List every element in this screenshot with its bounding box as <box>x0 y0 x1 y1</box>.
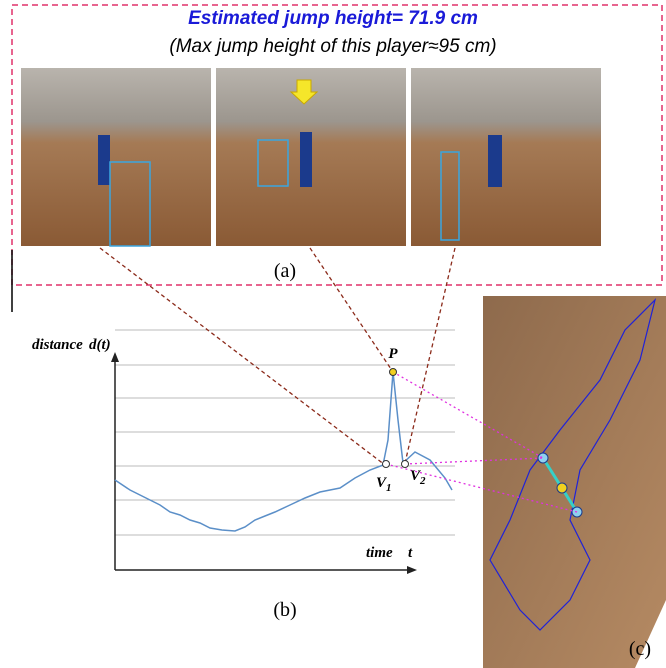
subtitle: (Max jump height of this player≈95 cm) <box>169 36 496 57</box>
pole <box>488 135 502 187</box>
photos <box>21 68 601 246</box>
photo <box>21 68 211 246</box>
peak-label: P <box>388 346 398 362</box>
panel-label: (b) <box>273 599 296 621</box>
pole <box>300 132 312 187</box>
y-symbol: d(t) <box>89 337 111 353</box>
x-label: time <box>366 545 393 561</box>
grid <box>115 330 455 535</box>
pole <box>98 135 110 185</box>
panel-c-photo <box>483 296 666 668</box>
valley-point <box>402 461 409 468</box>
peak-point <box>390 369 397 376</box>
valley-point <box>383 461 390 468</box>
figure: Estimated jump height= 71.9 cm (Max jump… <box>0 0 666 668</box>
panel-label: (c) <box>629 638 651 660</box>
valley-index: 2 <box>419 475 426 487</box>
axis-arrow <box>111 352 119 362</box>
axis-arrow <box>407 566 417 574</box>
valley-label: V1 <box>376 475 392 494</box>
x-symbol: t <box>408 545 413 561</box>
photo <box>411 68 601 246</box>
title: Estimated jump height= 71.9 cm <box>188 8 478 29</box>
valley-label: V2 <box>410 468 426 487</box>
y-label: distance <box>32 337 83 353</box>
panel-label: (a) <box>274 260 296 282</box>
valley-index: 1 <box>386 482 392 494</box>
distance-curve <box>115 372 452 531</box>
point <box>557 483 567 493</box>
page: {"panel_a": {"title": "Estimated jump he… <box>0 0 666 668</box>
